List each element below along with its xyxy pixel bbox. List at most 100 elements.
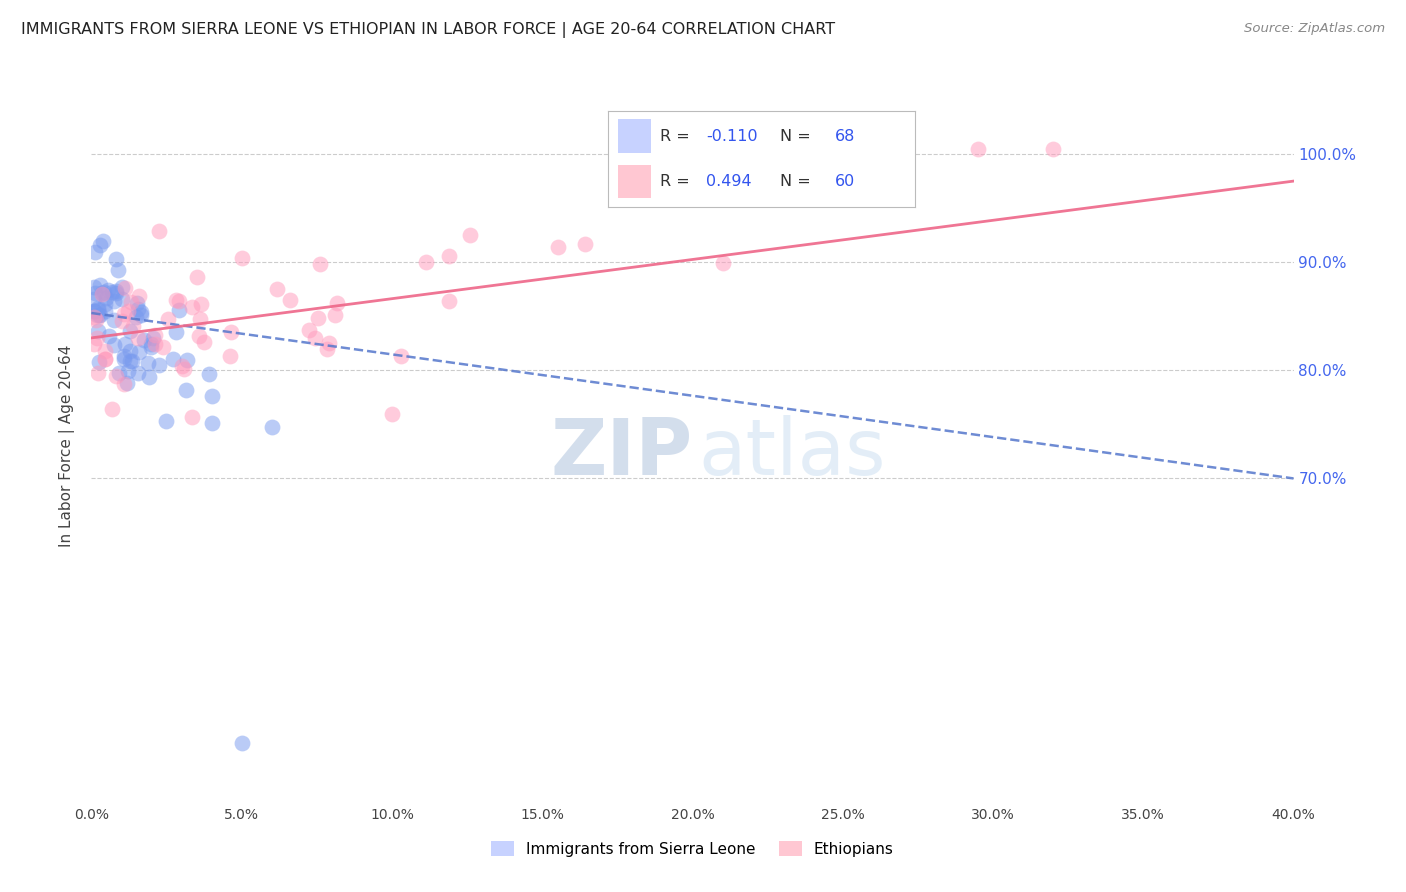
Point [114, 281, 136, 295]
Point [121, 319, 143, 334]
Text: ZIP: ZIP [550, 415, 692, 491]
Point [142, 331, 165, 345]
Point [83, 293, 105, 307]
Point [111, 314, 134, 328]
Point [129, 308, 152, 322]
Point [141, 336, 163, 351]
Point [197, 368, 219, 382]
Point [136, 356, 159, 370]
Point [458, 227, 481, 242]
Point [218, 349, 240, 363]
Point [221, 325, 243, 339]
Point [231, 736, 253, 750]
Point [167, 294, 190, 309]
Point [84, 313, 107, 327]
Point [170, 359, 193, 374]
Point [128, 344, 150, 359]
Point [91, 285, 114, 300]
Point [86, 308, 108, 322]
Point [87, 325, 110, 339]
Point [304, 331, 326, 345]
Point [112, 349, 135, 363]
Point [155, 414, 177, 428]
Point [112, 351, 135, 366]
Y-axis label: In Labor Force | Age 20-64: In Labor Force | Age 20-64 [59, 345, 76, 547]
Point [94, 303, 117, 318]
Point [114, 336, 136, 351]
Point [176, 353, 198, 368]
Point [125, 310, 148, 325]
Point [1042, 142, 1064, 156]
Point [574, 237, 596, 252]
Point [83, 336, 105, 351]
Point [381, 407, 404, 421]
Point [118, 324, 141, 338]
Point [437, 249, 460, 263]
Point [190, 297, 212, 311]
Point [101, 402, 124, 417]
Point [103, 294, 125, 309]
Point [278, 293, 301, 307]
Point [127, 366, 149, 380]
Point [389, 349, 412, 363]
Point [231, 252, 253, 266]
Point [118, 344, 141, 359]
Point [326, 296, 349, 310]
Point [87, 301, 110, 315]
Point [180, 300, 202, 314]
Point [188, 311, 211, 326]
Point [165, 293, 187, 308]
Point [89, 308, 111, 322]
Point [967, 142, 990, 156]
Point [84, 245, 107, 260]
Text: atlas: atlas [699, 415, 886, 491]
Point [86, 331, 108, 345]
Point [260, 420, 283, 434]
Point [83, 304, 105, 318]
Point [107, 263, 129, 277]
Point [298, 323, 321, 337]
Point [141, 340, 163, 354]
Point [201, 389, 224, 403]
Point [127, 301, 149, 316]
Point [152, 340, 174, 354]
Point [112, 376, 135, 391]
Point [105, 252, 128, 266]
Point [87, 308, 110, 322]
Point [103, 338, 125, 352]
Point [165, 325, 187, 339]
Point [94, 297, 117, 311]
Point [105, 368, 128, 383]
Point [94, 352, 117, 367]
Legend: Immigrants from Sierra Leone, Ethiopians: Immigrants from Sierra Leone, Ethiopians [485, 835, 900, 863]
Point [181, 409, 204, 424]
Point [118, 353, 141, 368]
Point [97, 329, 120, 343]
Point [93, 285, 115, 299]
Point [145, 336, 167, 351]
Point [103, 312, 125, 326]
Point [101, 285, 124, 299]
Point [148, 224, 170, 238]
Point [138, 370, 160, 384]
Point [93, 344, 115, 359]
Point [193, 334, 215, 349]
Point [97, 284, 120, 298]
Point [176, 383, 198, 397]
Point [89, 238, 111, 252]
Point [89, 277, 111, 292]
Point [162, 351, 184, 366]
Point [547, 240, 569, 254]
Point [173, 362, 195, 376]
Point [127, 331, 149, 345]
Point [266, 282, 288, 296]
Point [415, 255, 437, 269]
Point [91, 287, 114, 301]
Point [104, 284, 127, 298]
Point [307, 310, 329, 325]
Point [129, 304, 152, 318]
Point [125, 296, 148, 310]
Point [117, 376, 139, 391]
Point [157, 312, 180, 326]
Point [188, 328, 211, 343]
